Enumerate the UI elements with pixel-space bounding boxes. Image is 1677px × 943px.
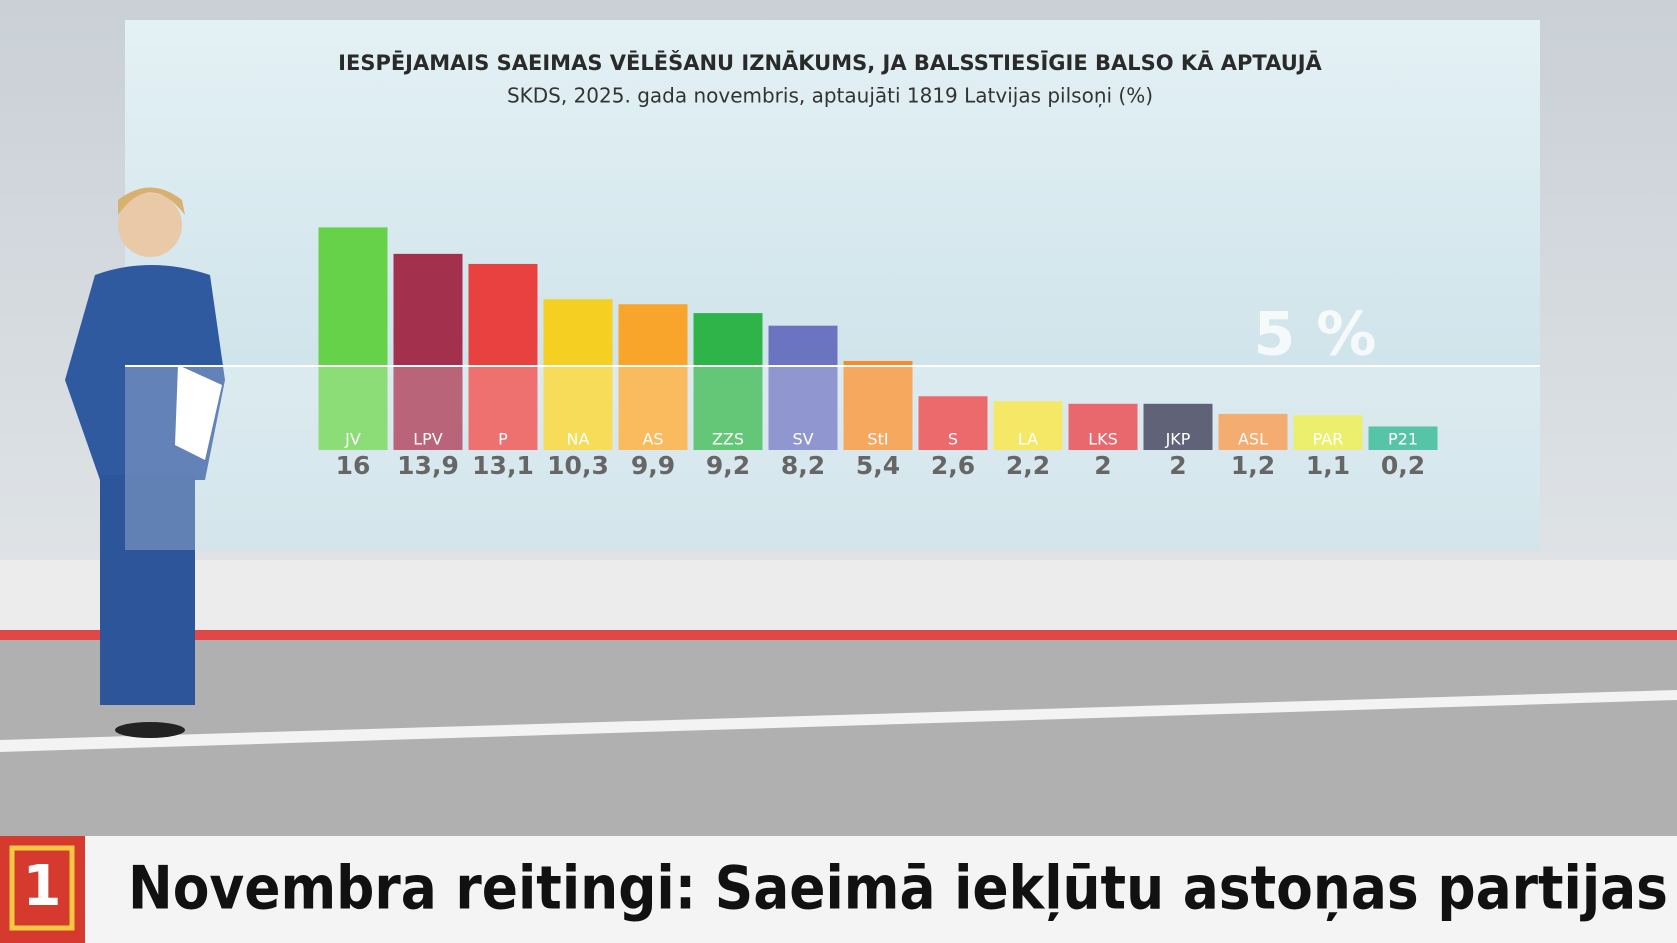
category-box: [918, 429, 988, 450]
bar: [918, 396, 988, 429]
headline: Novembra reitingi: Saeimā iekļūtu astoņa…: [128, 854, 1668, 924]
category-box: [843, 429, 913, 450]
bar: [768, 325, 838, 429]
value-label: 5,4: [856, 451, 900, 480]
bar-chart: JV 16 LPV 13,9 P 13,1 NA 10,3 AS 9,9 ZZS 9,2 SV 8,2 St…: [125, 227, 1540, 550]
logo: 1: [23, 854, 62, 919]
bar: [1218, 413, 1288, 429]
bar: [693, 313, 763, 429]
bar: [1143, 403, 1213, 429]
bar: [1068, 403, 1138, 429]
category-box: [468, 429, 538, 450]
presenter: [65, 187, 225, 738]
bar: [993, 401, 1063, 429]
value-label: 8,2: [781, 451, 825, 480]
category-box: [1293, 429, 1363, 450]
category-box: [1143, 429, 1213, 450]
desk: [0, 560, 1677, 630]
value-label: 13,9: [397, 451, 459, 480]
category-box: [693, 429, 763, 450]
category-label: S: [948, 430, 958, 449]
value-label: 2: [1169, 451, 1186, 480]
category-box: [543, 429, 613, 450]
category-label: SV: [792, 430, 813, 449]
category-box: [1218, 429, 1288, 450]
value-label: 2,2: [1006, 451, 1050, 480]
bar: [468, 263, 538, 429]
bar: [843, 360, 913, 429]
value-label: 9,2: [706, 451, 750, 480]
bar: [1293, 415, 1363, 429]
category-label: ZZS: [712, 430, 744, 449]
category-label: JV: [344, 430, 361, 449]
category-box: [318, 429, 388, 450]
category-label: P21: [1388, 430, 1418, 449]
bar: [1368, 426, 1438, 429]
category-label: StI: [867, 430, 888, 449]
category-label: JKP: [1165, 430, 1191, 449]
category-label: NA: [567, 430, 590, 449]
category-box: [768, 429, 838, 450]
category-label: LPV: [413, 430, 443, 449]
category-box: [393, 429, 463, 450]
category-box: [993, 429, 1063, 450]
category-label: LA: [1018, 430, 1038, 449]
value-label: 13,1: [472, 451, 534, 480]
category-label: LKS: [1088, 430, 1118, 449]
logo-frame: [9, 845, 75, 931]
bar: [393, 253, 463, 429]
banner: [0, 836, 1677, 943]
value-label: 10,3: [547, 451, 609, 480]
value-label: 9,9: [631, 451, 675, 480]
category-label: PAR: [1313, 430, 1344, 449]
floor-stripe: [0, 690, 1677, 752]
value-label: 1,1: [1306, 451, 1350, 480]
bar: [318, 227, 388, 429]
value-label: 16: [336, 451, 371, 480]
category-label: P: [498, 430, 508, 449]
category-label: AS: [642, 430, 663, 449]
value-label: 2,6: [931, 451, 975, 480]
value-label: 2: [1094, 451, 1111, 480]
chart-title: IESPĒJAMAIS SAEIMAS VĒLĒŠANU IZNĀKUMS, J…: [338, 50, 1322, 75]
bar: [543, 299, 613, 429]
category-box: [1368, 429, 1438, 450]
value-label: 1,2: [1231, 451, 1275, 480]
desk-light: [0, 630, 1677, 640]
value-label: 0,2: [1381, 451, 1425, 480]
category-label: ASL: [1238, 430, 1268, 449]
category-box: [618, 429, 688, 450]
threshold-shade: [125, 366, 1540, 550]
chart-subtitle: SKDS, 2025. gada novembris, aptaujāti 18…: [507, 84, 1153, 108]
category-box: [1068, 429, 1138, 450]
threshold-label: 5 %: [1254, 300, 1377, 370]
